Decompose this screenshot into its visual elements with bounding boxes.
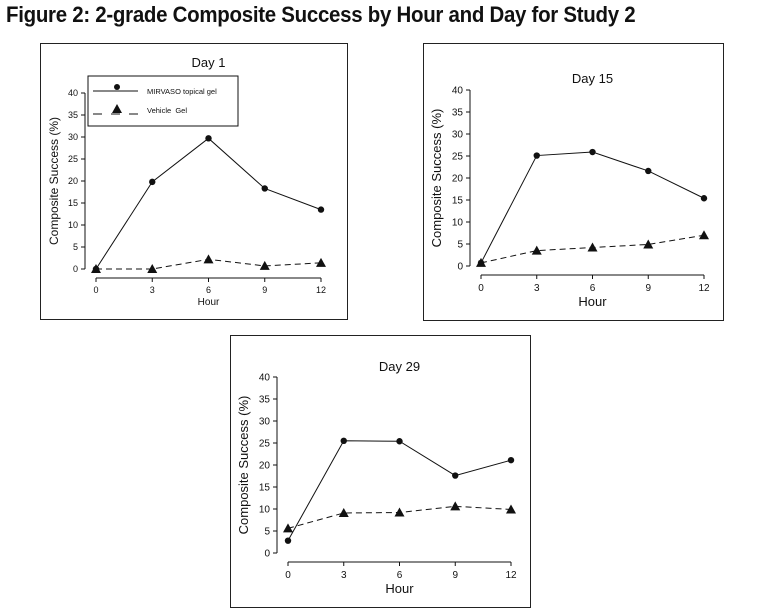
x-tick-label: 3 <box>534 283 540 294</box>
x-tick-label: 6 <box>590 283 596 294</box>
chart-panel-day-29: Day 29 0 5 10 15 20 25 30 35 40 Composite Success … <box>230 335 531 608</box>
vehicle-data-point <box>587 242 598 252</box>
chart-title: Day 1 <box>192 55 226 70</box>
y-tick-label: 20 <box>259 461 271 472</box>
x-tick-label: 3 <box>341 570 347 581</box>
y-tick-label: 40 <box>68 88 78 98</box>
y-tick-label: 30 <box>452 130 464 141</box>
mirvaso-data-point <box>396 438 403 445</box>
x-tick-label: 6 <box>397 570 403 581</box>
legend-marker-triangle <box>112 104 122 113</box>
chart-panel-day-15: Day 15 0 5 10 15 20 25 30 35 40 Composite Success … <box>423 43 724 321</box>
vehicle-data-point <box>316 257 326 267</box>
mirvaso-series-line <box>287 440 512 541</box>
x-tick-label: 0 <box>478 283 484 294</box>
vehicle-data-point <box>91 264 101 273</box>
legend-box <box>87 75 239 127</box>
vehicle-data-point <box>338 507 349 517</box>
vehicle-data-point <box>283 523 293 533</box>
chart-panel-day-1: Day 1 0 5 10 15 20 25 30 35 40 Composite Success (… <box>40 43 348 320</box>
mirvaso-data-point <box>533 152 540 159</box>
y-tick-label: 25 <box>452 152 464 163</box>
y-tick-label: 15 <box>68 198 78 208</box>
x-tick-label: 0 <box>93 285 98 295</box>
y-tick-label: 0 <box>457 262 463 273</box>
y-tick-label: 15 <box>259 483 271 494</box>
y-tick-label: 10 <box>259 505 271 516</box>
vehicle-data-point <box>450 501 461 511</box>
vehicle-data-point <box>699 230 709 240</box>
chart-title: Day 29 <box>379 359 420 374</box>
chart-title: Day 15 <box>572 71 613 86</box>
x-tick-label: 9 <box>262 285 267 295</box>
y-tick-label: 5 <box>264 527 270 538</box>
mirvaso-data-point <box>149 178 156 186</box>
x-tick-label: 6 <box>206 285 211 295</box>
vehicle-data-point <box>476 257 486 267</box>
legend-label-mirvaso: MIRVASO topical gel <box>147 87 217 96</box>
vehicle-data-point <box>203 254 214 264</box>
x-tick-label: 9 <box>645 283 651 294</box>
y-tick-label: 35 <box>452 108 464 119</box>
figure-title: Figure 2: 2-grade Composite Success by H… <box>6 2 636 27</box>
y-tick-label: 5 <box>457 240 463 251</box>
x-axis-label: Hour <box>578 294 607 309</box>
y-tick-label: 40 <box>452 86 464 97</box>
mirvaso-data-point <box>507 456 515 464</box>
y-axis-label: Composite Success (%) <box>236 396 251 535</box>
mirvaso-data-point <box>645 167 652 175</box>
mirvaso-data-point <box>700 195 708 202</box>
y-tick-label: 30 <box>68 132 78 142</box>
x-tick-label: 12 <box>698 283 710 294</box>
mirvaso-data-point <box>261 185 268 192</box>
mirvaso-data-point <box>205 135 212 142</box>
x-tick-label: 9 <box>452 570 458 581</box>
y-tick-label: 0 <box>264 549 270 560</box>
legend-marker-circle <box>114 84 120 90</box>
mirvaso-data-point <box>284 537 292 544</box>
y-tick-label: 5 <box>73 242 78 252</box>
y-tick-label: 10 <box>452 218 464 229</box>
mirvaso-series-line <box>95 137 322 270</box>
y-tick-label: 20 <box>452 174 464 185</box>
y-tick-label: 20 <box>68 176 78 186</box>
vehicle-data-point <box>147 264 158 273</box>
y-tick-label: 25 <box>259 439 271 450</box>
y-tick-label: 15 <box>452 196 464 207</box>
x-tick-label: 12 <box>505 570 517 581</box>
y-axis-label: Composite Success (%) <box>47 117 61 245</box>
vehicle-data-point <box>394 507 405 517</box>
mirvaso-data-point <box>589 148 596 156</box>
vehicle-data-point <box>531 245 542 255</box>
y-tick-label: 35 <box>259 395 271 406</box>
x-tick-label: 12 <box>316 285 326 295</box>
x-axis-label: Hour <box>198 297 220 308</box>
x-tick-label: 0 <box>285 570 291 581</box>
y-tick-label: 25 <box>68 154 78 164</box>
mirvaso-data-point <box>452 472 459 479</box>
vehicle-data-point <box>259 260 270 270</box>
x-tick-label: 3 <box>150 285 155 295</box>
mirvaso-data-point <box>317 206 325 213</box>
y-tick-label: 10 <box>68 220 78 230</box>
vehicle-data-point <box>506 504 516 514</box>
y-tick-label: 30 <box>259 417 271 428</box>
y-tick-label: 0 <box>73 264 78 274</box>
vehicle-data-point <box>643 239 654 249</box>
mirvaso-data-point <box>340 437 347 444</box>
y-tick-label: 35 <box>68 110 78 120</box>
y-tick-label: 40 <box>259 373 271 384</box>
y-axis-label: Composite Success (%) <box>429 109 444 248</box>
legend-label-vehicle: Vehicle Gel <box>147 106 187 115</box>
x-axis-label: Hour <box>385 581 414 596</box>
